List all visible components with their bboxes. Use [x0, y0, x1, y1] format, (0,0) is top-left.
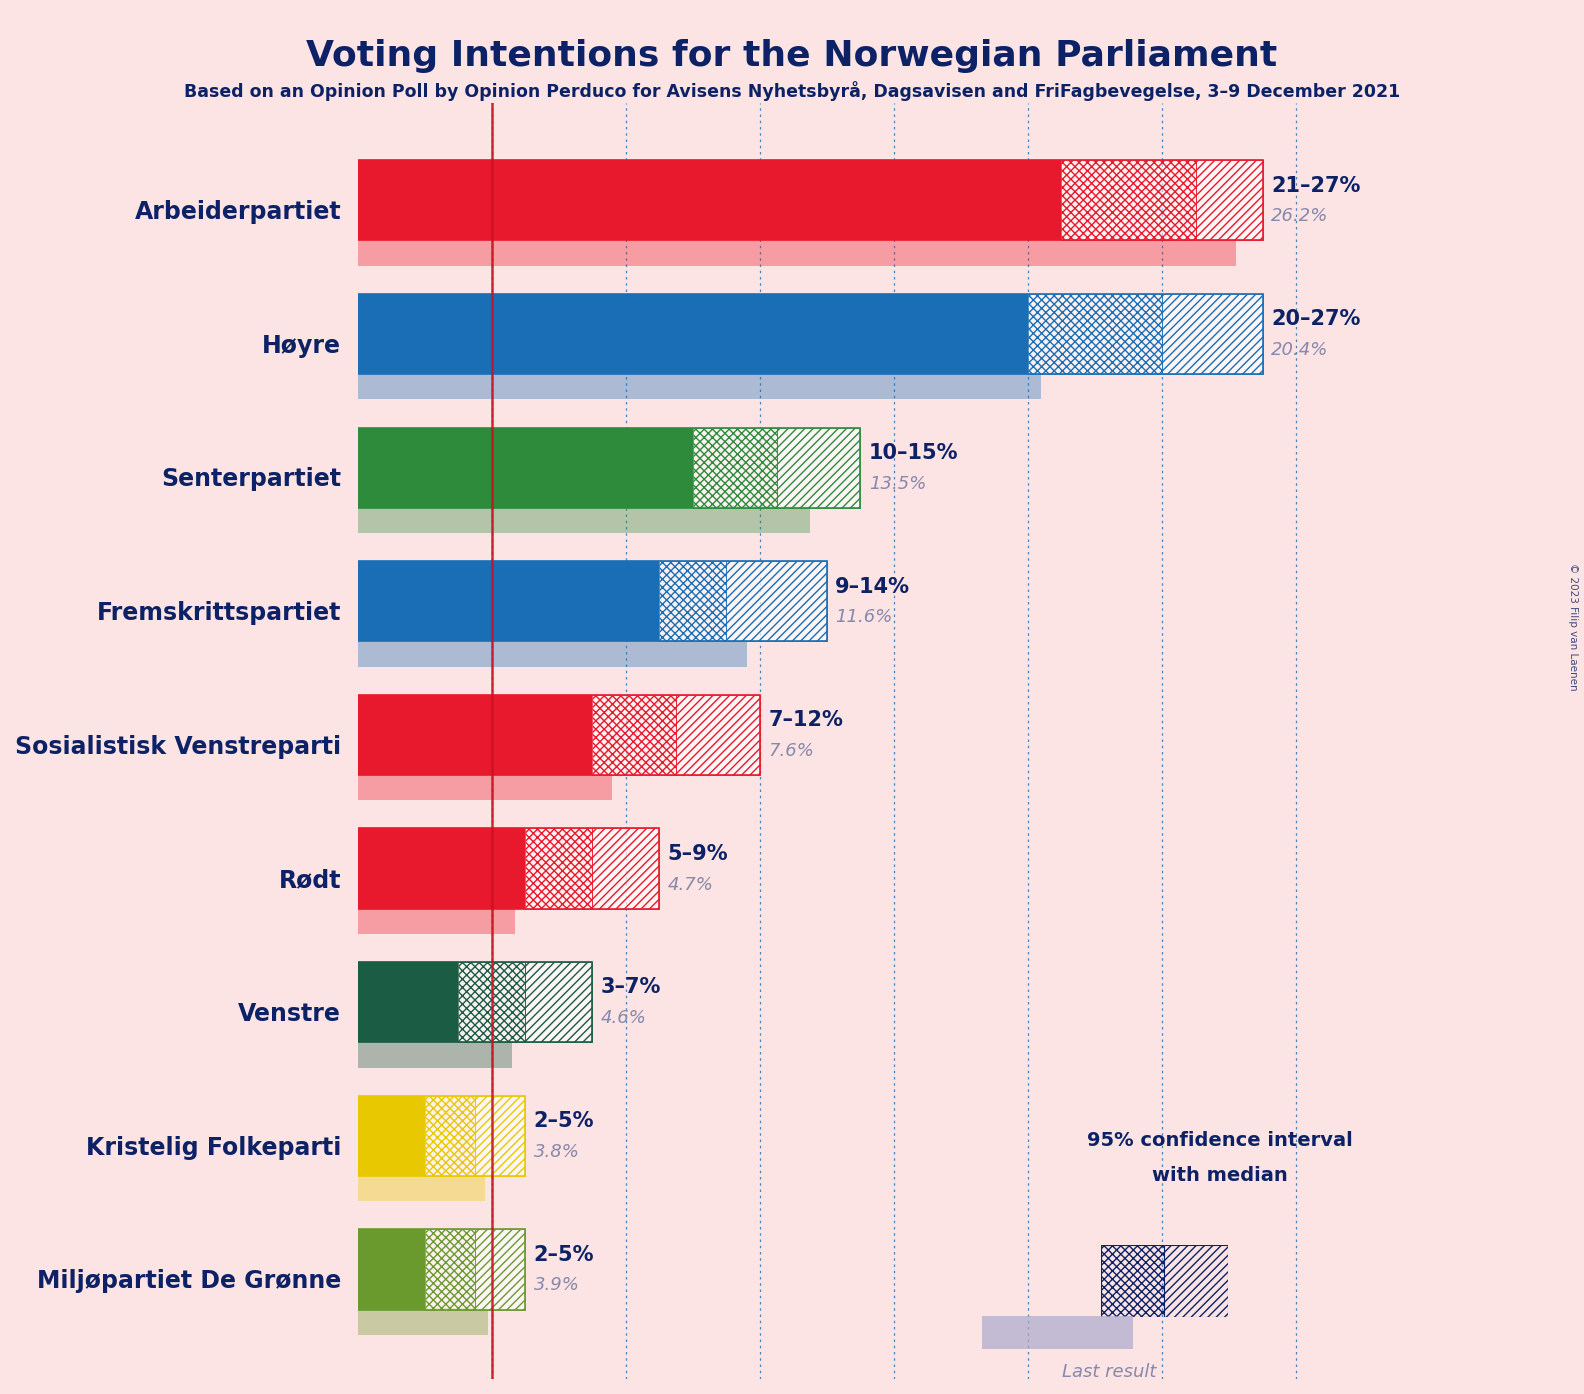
Bar — [358, 160, 1061, 240]
Bar — [982, 1316, 1133, 1349]
Bar — [358, 1230, 425, 1309]
Bar — [727, 562, 827, 641]
Bar — [776, 428, 860, 507]
Bar — [358, 240, 1236, 266]
Text: 2–5%: 2–5% — [534, 1245, 594, 1264]
Bar — [358, 294, 1028, 374]
Bar — [676, 694, 760, 775]
Bar — [475, 1230, 526, 1309]
Text: 5–9%: 5–9% — [668, 843, 729, 864]
Bar — [475, 1096, 526, 1177]
Text: 95% confidence interval: 95% confidence interval — [1087, 1131, 1353, 1150]
Text: © 2023 Filip van Laenen: © 2023 Filip van Laenen — [1568, 563, 1578, 691]
Text: 9–14%: 9–14% — [835, 577, 911, 597]
Bar — [526, 962, 592, 1043]
Bar — [1196, 160, 1262, 240]
Bar — [358, 1096, 526, 1177]
Bar — [425, 1230, 475, 1309]
Bar — [526, 962, 592, 1043]
Bar — [425, 1230, 475, 1309]
Bar — [425, 1096, 475, 1177]
Text: 2–5%: 2–5% — [534, 1111, 594, 1131]
Text: 11.6%: 11.6% — [835, 608, 893, 626]
Bar — [1163, 294, 1262, 374]
Bar — [358, 428, 692, 507]
Bar — [659, 562, 727, 641]
Bar — [475, 1096, 526, 1177]
Text: 4.6%: 4.6% — [600, 1009, 646, 1027]
Text: 10–15%: 10–15% — [868, 443, 958, 463]
Bar — [358, 828, 659, 909]
Bar — [358, 774, 613, 800]
Text: 3–7%: 3–7% — [600, 977, 661, 998]
Text: 20–27%: 20–27% — [1270, 309, 1361, 329]
Bar — [1061, 160, 1196, 240]
Bar — [425, 1096, 475, 1177]
Bar — [1163, 294, 1262, 374]
Bar — [358, 506, 809, 533]
Bar — [592, 694, 676, 775]
Bar — [676, 694, 760, 775]
Bar — [358, 962, 458, 1043]
Bar — [1196, 160, 1262, 240]
Text: Last result: Last result — [1061, 1363, 1156, 1381]
Text: with median: with median — [1152, 1165, 1288, 1185]
Bar — [526, 828, 592, 909]
Bar — [592, 828, 659, 909]
Text: 26.2%: 26.2% — [1270, 208, 1329, 226]
Bar — [358, 372, 1041, 400]
Text: Based on an Opinion Poll by Opinion Perduco for Avisens Nyhetsbyrå, Dagsavisen a: Based on an Opinion Poll by Opinion Perd… — [184, 81, 1400, 100]
Bar — [358, 1041, 512, 1068]
Text: 20.4%: 20.4% — [1270, 342, 1329, 360]
Bar — [358, 1175, 485, 1202]
Bar — [358, 428, 860, 507]
Bar — [358, 828, 526, 909]
Bar — [659, 562, 727, 641]
Text: 7–12%: 7–12% — [768, 710, 843, 730]
Text: 3.8%: 3.8% — [534, 1143, 580, 1161]
Bar — [1061, 160, 1196, 240]
Bar — [475, 1230, 526, 1309]
Bar — [727, 562, 827, 641]
Bar — [692, 428, 776, 507]
Bar — [458, 962, 526, 1043]
Bar — [358, 562, 827, 641]
Bar — [526, 828, 592, 909]
Text: 7.6%: 7.6% — [768, 742, 814, 760]
Bar — [358, 694, 760, 775]
Bar — [358, 160, 1262, 240]
Text: 4.7%: 4.7% — [668, 875, 714, 894]
Bar — [458, 962, 526, 1043]
Bar — [358, 907, 515, 934]
Bar — [358, 962, 592, 1043]
Text: 3.9%: 3.9% — [534, 1277, 580, 1295]
Text: 13.5%: 13.5% — [868, 475, 927, 492]
Bar — [1028, 294, 1163, 374]
Bar — [358, 1308, 488, 1335]
Bar — [358, 1230, 526, 1309]
Bar — [358, 694, 592, 775]
Bar — [1028, 294, 1163, 374]
Text: 21–27%: 21–27% — [1270, 176, 1361, 195]
Bar — [358, 1096, 425, 1177]
Bar — [358, 294, 1262, 374]
Bar — [358, 562, 659, 641]
Bar — [592, 694, 676, 775]
Bar — [358, 640, 746, 666]
Text: Voting Intentions for the Norwegian Parliament: Voting Intentions for the Norwegian Parl… — [306, 39, 1278, 72]
Bar — [692, 428, 776, 507]
Bar — [776, 428, 860, 507]
Bar — [592, 828, 659, 909]
